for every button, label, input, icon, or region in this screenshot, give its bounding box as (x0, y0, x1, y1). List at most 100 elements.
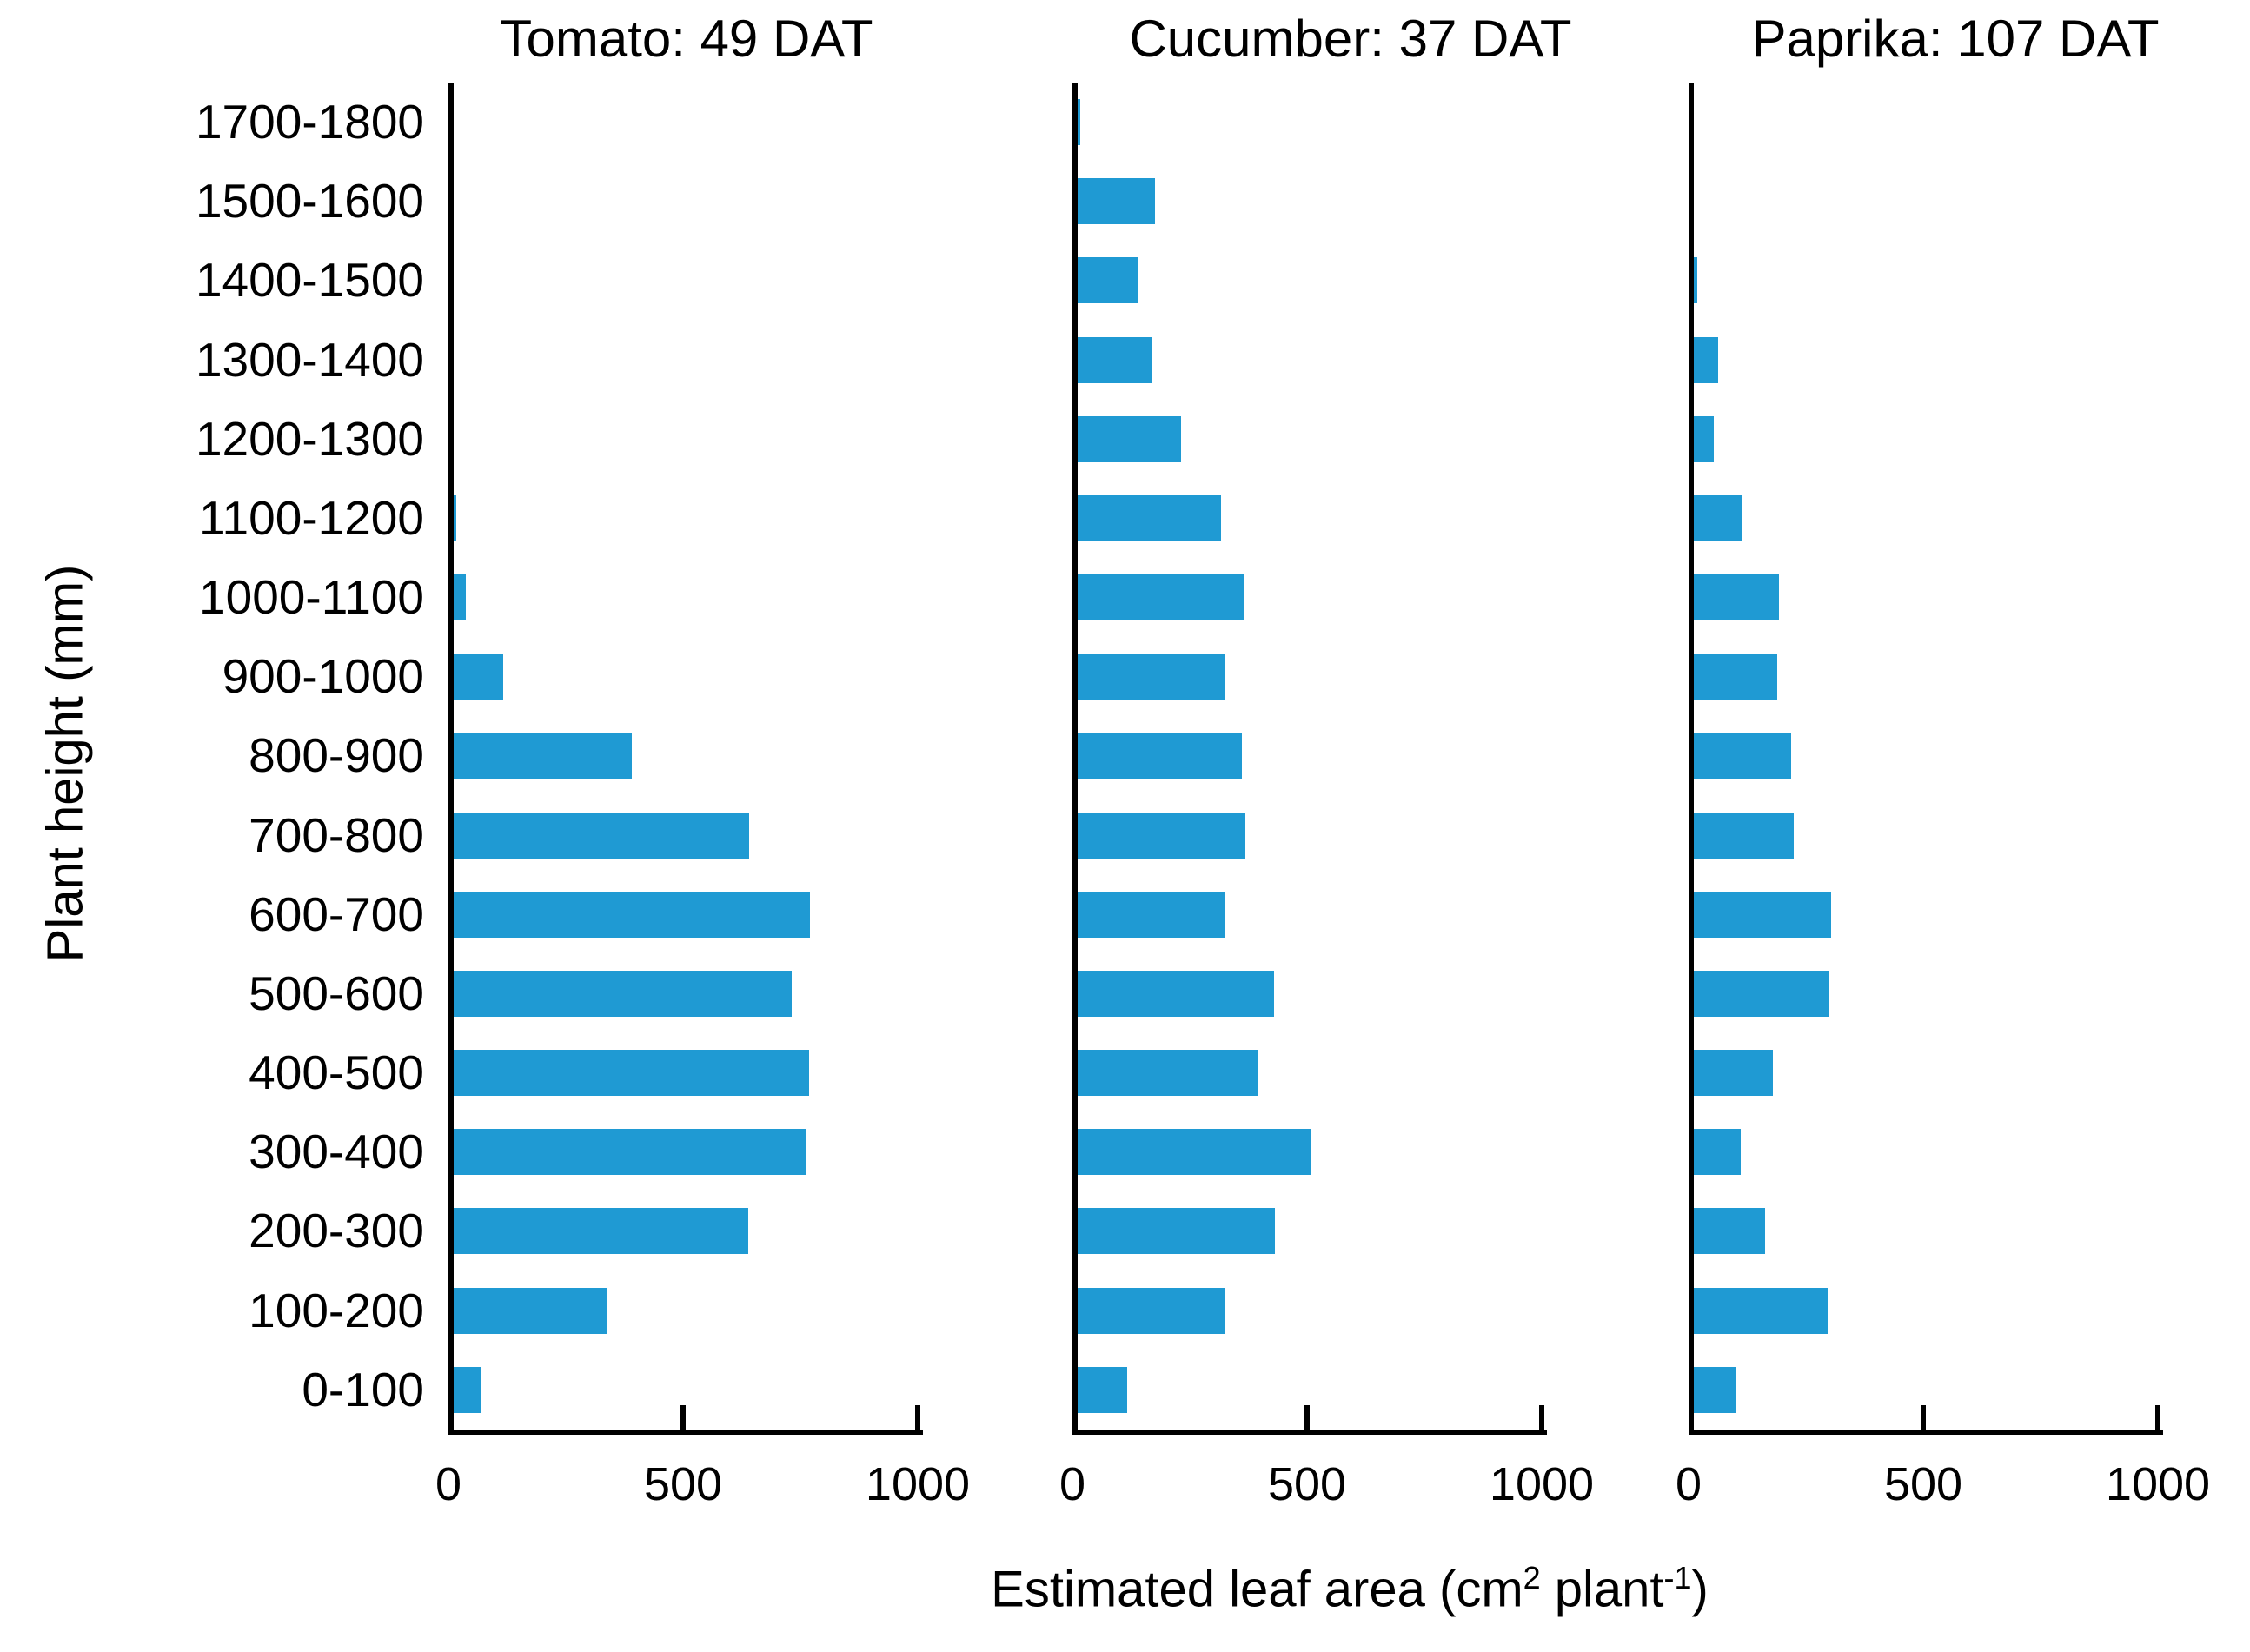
bar (454, 891, 811, 938)
bar (1078, 733, 1242, 780)
bar-row (454, 1350, 975, 1430)
bar (1694, 1366, 1736, 1413)
bar-row (1078, 162, 1599, 241)
bar-row (1694, 796, 2215, 875)
category-label: 900-1000 (222, 649, 424, 704)
bar (1078, 891, 1226, 938)
plot-area (448, 83, 975, 1430)
bar-row (1694, 1112, 2215, 1191)
bar-row (454, 796, 975, 875)
x-axis-tick-label: 1000 (865, 1458, 971, 1510)
panel-tomato: Tomato: 49 DAT 0 500 1000 (435, 10, 970, 1510)
bar-row (1694, 1350, 2215, 1430)
bar-row (1694, 1271, 2215, 1350)
bar-row (454, 162, 975, 241)
bar-row (1078, 1112, 1599, 1191)
bar (1078, 1129, 1311, 1176)
category-row: 1100-1200 (0, 479, 424, 558)
bar (1078, 1366, 1127, 1413)
plot-area (1072, 83, 1599, 1430)
bar-row (454, 1271, 975, 1350)
bar-row (1694, 321, 2215, 400)
x-axis-tick-label: 0 (435, 1458, 462, 1510)
bar (1694, 574, 1780, 621)
bar-row (1078, 954, 1599, 1033)
category-row: 1200-1300 (0, 400, 424, 479)
category-label: 200-300 (249, 1204, 424, 1258)
bar (1694, 257, 1698, 304)
bar-row (454, 400, 975, 479)
category-row: 1500-1600 (0, 162, 424, 241)
x-axis-line (1072, 1405, 1547, 1435)
bar-row (1694, 241, 2215, 320)
x-axis-tick-labels: 0 500 1000 (435, 1457, 970, 1518)
category-label: 800-900 (249, 728, 424, 783)
bar (1078, 654, 1226, 700)
bar (1694, 336, 1719, 383)
bar-row (1078, 637, 1599, 716)
bar-row (1078, 1271, 1599, 1350)
bar (1694, 1208, 1766, 1255)
category-label: 1500-1600 (195, 174, 424, 229)
x-axis-title-text: Estimated leaf area (cm (991, 1561, 1523, 1618)
bar (454, 812, 750, 859)
x-axis-tick-label: 500 (1883, 1458, 1963, 1510)
bar-row (1694, 1191, 2215, 1271)
x-axis-title-sup-minus-1: -1 (1663, 1560, 1692, 1596)
x-axis-tick-label: 1000 (2105, 1458, 2211, 1510)
bar (1078, 99, 1080, 146)
x-axis-tick-label: 500 (643, 1458, 723, 1510)
bar-row (1694, 558, 2215, 637)
bar-row (454, 1191, 975, 1271)
panel-paprika: Paprika: 107 DAT 0 500 1000 (1676, 10, 2210, 1510)
bar-row (454, 241, 975, 320)
bar-row (454, 321, 975, 400)
bar (454, 574, 466, 621)
bar-row (1078, 241, 1599, 320)
bar-row (454, 479, 975, 558)
bar-row (1078, 716, 1599, 795)
category-label: 1300-1400 (195, 332, 424, 387)
bar (1694, 654, 1778, 700)
category-row: 0-100 (0, 1350, 424, 1430)
bar-row (454, 954, 975, 1033)
bar-row (1694, 83, 2215, 162)
x-axis-line (448, 1405, 923, 1435)
bar-row (1078, 479, 1599, 558)
bar-row (1078, 1033, 1599, 1112)
bar (1694, 891, 1832, 938)
category-label: 600-700 (249, 886, 424, 941)
bar-row (454, 716, 975, 795)
bar (1694, 812, 1795, 859)
category-label: 500-600 (249, 965, 424, 1020)
bar (1078, 574, 1244, 621)
category-label: 0-100 (302, 1362, 424, 1416)
bar (1078, 1050, 1258, 1097)
bar-row (1078, 321, 1599, 400)
bar (1694, 415, 1715, 462)
x-axis-line (1689, 1405, 2163, 1435)
bar-row (1078, 1350, 1599, 1430)
bar-row (454, 558, 975, 637)
bar (1078, 1287, 1226, 1334)
panel-cucumber: Cucumber: 37 DAT 0 500 1000 (1059, 10, 1594, 1510)
x-axis-title-text: ) (1691, 1561, 1709, 1618)
x-axis-tick-label: 0 (1675, 1458, 1702, 1510)
bar (1694, 1129, 1741, 1176)
bar (1078, 812, 1246, 859)
category-row: 900-1000 (0, 637, 424, 716)
category-row: 500-600 (0, 954, 424, 1033)
bar (454, 494, 457, 541)
category-row: 300-400 (0, 1112, 424, 1191)
category-row: 700-800 (0, 796, 424, 875)
bar-row (1694, 716, 2215, 795)
x-axis-tick-labels: 0 500 1000 (1059, 1457, 1594, 1518)
bar-row (1078, 83, 1599, 162)
x-axis-tick (1921, 1405, 1926, 1430)
category-row: 600-700 (0, 875, 424, 954)
bar-row (454, 637, 975, 716)
bar-row (454, 1112, 975, 1191)
category-row: 1300-1400 (0, 321, 424, 400)
bar (1078, 494, 1221, 541)
bar (1694, 1287, 1829, 1334)
